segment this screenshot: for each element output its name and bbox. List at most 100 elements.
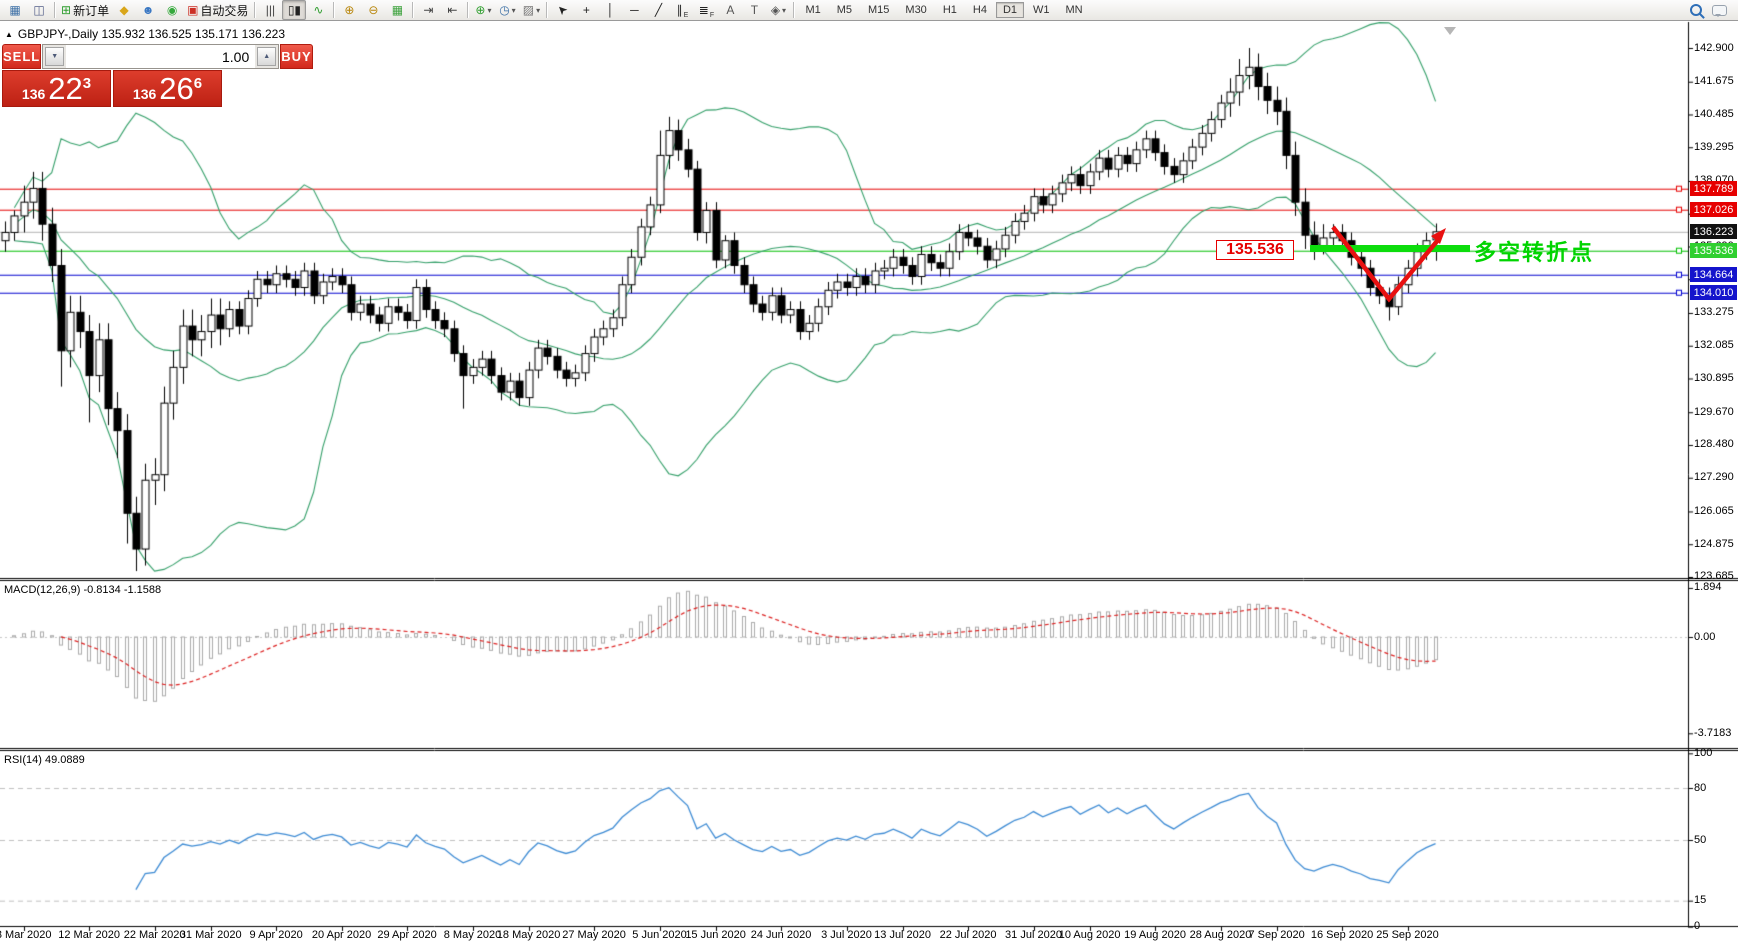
bid-point: 3 bbox=[82, 75, 92, 92]
price-axis-tick-label: 127.290 bbox=[1694, 471, 1734, 484]
sell-button[interactable]: SELL bbox=[2, 44, 42, 69]
time-axis-label: 28 Aug 2020 bbox=[1189, 929, 1252, 941]
time-axis-label: 15 Jun 2020 bbox=[685, 929, 746, 941]
autotrading-icon: ▣ bbox=[187, 3, 199, 17]
volume-spinner: ▼ ▲ bbox=[42, 44, 280, 69]
macd-axis-tick-label: -3.7183 bbox=[1694, 726, 1732, 739]
timeframe-m5-button[interactable]: M5 bbox=[836, 4, 852, 16]
text-label-button[interactable]: T bbox=[742, 0, 766, 20]
time-axis-label: 20 Apr 2020 bbox=[311, 929, 372, 941]
line-chart-button[interactable]: ∿ bbox=[306, 0, 330, 20]
time-axis-label: 31 Mar 2020 bbox=[179, 929, 242, 941]
tile-windows-button[interactable]: ▦ bbox=[385, 0, 409, 20]
buy-price-display[interactable]: 136 26 6 bbox=[113, 70, 222, 107]
toolbar-right-icons bbox=[1690, 4, 1735, 17]
new-order-button[interactable]: ⊞ 新订单 bbox=[58, 0, 112, 20]
timeframe-mn-button[interactable]: MN bbox=[1065, 4, 1083, 16]
toolbar-separator bbox=[412, 2, 414, 18]
charts-window-button[interactable]: ▦ bbox=[3, 0, 27, 20]
collapse-chart-icon[interactable]: ▲ bbox=[5, 29, 13, 39]
chevron-down-icon[interactable]: ▾ bbox=[487, 5, 492, 15]
level-price-label[interactable]: 135.536 bbox=[1216, 240, 1294, 260]
price-axis-tick-label: 133.275 bbox=[1694, 306, 1734, 319]
indicators-button[interactable]: ⊕ ▾ bbox=[471, 0, 495, 20]
price-axis-tick-label: 124.875 bbox=[1694, 537, 1734, 550]
periods-button[interactable]: ◷ ▾ bbox=[495, 0, 519, 20]
price-axis-tick-label: 140.485 bbox=[1694, 107, 1734, 120]
time-axis-label: 5 Jun 2020 bbox=[632, 929, 687, 941]
price-badge: 137.789 bbox=[1690, 181, 1737, 197]
timeframe-m15-button[interactable]: M15 bbox=[868, 4, 890, 16]
price-axis-tick-label: 130.895 bbox=[1694, 371, 1734, 384]
text-icon: A bbox=[726, 3, 735, 17]
crosshair-button[interactable]: + bbox=[574, 0, 598, 20]
search-icon[interactable] bbox=[1690, 4, 1702, 16]
timeframe-h4-button[interactable]: H4 bbox=[972, 4, 987, 16]
auto-scroll-button[interactable]: ⇥ bbox=[416, 0, 440, 20]
buy-button[interactable]: BUY bbox=[280, 44, 313, 69]
zoom-out-button[interactable]: ⊖ bbox=[361, 0, 385, 20]
timeframe-w1-button[interactable]: W1 bbox=[1033, 4, 1050, 16]
community-button[interactable]: ☻ bbox=[136, 0, 160, 20]
chat-icon[interactable] bbox=[1712, 4, 1727, 17]
symbol-ohlc-text: GBPJPY-,Daily 135.932 136.525 135.171 13… bbox=[17, 27, 286, 41]
candlestick-chart-button[interactable]: ▯▮ bbox=[282, 0, 307, 20]
text-button[interactable]: A bbox=[718, 0, 742, 20]
support-highlight-line[interactable] bbox=[1310, 245, 1470, 252]
toolbar-separator bbox=[546, 2, 548, 18]
zoom-out-icon: ⊖ bbox=[368, 3, 379, 17]
volume-increase-button[interactable]: ▲ bbox=[257, 47, 277, 66]
channel-button[interactable]: ∥ E bbox=[670, 0, 694, 20]
new-order-label: 新订单 bbox=[73, 3, 110, 18]
timeframe-m30-button[interactable]: M30 bbox=[905, 4, 927, 16]
templates-button[interactable]: ▨ ▾ bbox=[519, 0, 543, 20]
new-order-icon: ⊞ bbox=[61, 3, 72, 17]
price-axis-tick-label: 123.685 bbox=[1694, 570, 1734, 583]
price-badge: 134.664 bbox=[1690, 267, 1737, 283]
bar-chart-button[interactable]: ||| bbox=[258, 0, 282, 20]
price-axis-tick-label: 128.480 bbox=[1694, 438, 1734, 451]
timeframe-m1-button[interactable]: M1 bbox=[805, 4, 821, 16]
timeframe-h1-button[interactable]: H1 bbox=[942, 4, 957, 16]
horizontal-line-button[interactable]: ─ bbox=[622, 0, 646, 20]
autotrading-button[interactable]: ▣ 自动交易 bbox=[184, 0, 251, 20]
signals-icon: ◉ bbox=[166, 3, 178, 17]
toolbar-separator bbox=[793, 2, 795, 18]
chart-shift-button[interactable]: ⇤ bbox=[440, 0, 464, 20]
signals-button[interactable]: ◉ bbox=[160, 0, 184, 20]
bid-big-figure: 136 bbox=[21, 86, 46, 102]
price-axis-tick-label: 141.675 bbox=[1694, 75, 1734, 88]
fibonacci-icon-subscript: F bbox=[709, 12, 715, 19]
chevron-down-icon[interactable]: ▾ bbox=[511, 5, 516, 15]
zoom-in-button[interactable]: ⊕ bbox=[337, 0, 361, 20]
sell-price-display[interactable]: 136 22 3 bbox=[2, 70, 111, 107]
ask-big-figure: 136 bbox=[132, 86, 157, 102]
vertical-line-icon: │ bbox=[606, 3, 615, 17]
cursor-button[interactable]: ➤ bbox=[550, 0, 574, 20]
trendline-button[interactable]: ╱ bbox=[646, 0, 670, 20]
fibonacci-button[interactable]: ≣ F bbox=[694, 0, 718, 20]
chevron-down-icon[interactable]: ▾ bbox=[536, 5, 541, 15]
chevron-down-icon[interactable]: ▾ bbox=[782, 5, 787, 15]
fibonacci-icon: ≣ bbox=[698, 3, 709, 17]
vertical-line-button[interactable]: │ bbox=[598, 0, 622, 20]
timeframe-d1-button[interactable]: D1 bbox=[995, 2, 1024, 18]
crosshair-icon: + bbox=[582, 3, 590, 17]
auto-scroll-icon: ⇥ bbox=[423, 3, 434, 17]
volume-decrease-button[interactable]: ▼ bbox=[45, 47, 65, 66]
market-button[interactable]: ◆ bbox=[112, 0, 136, 20]
time-axis-label: 22 Mar 2020 bbox=[123, 929, 186, 941]
reversal-annotation-text[interactable]: 多空转折点 bbox=[1474, 240, 1595, 265]
volume-input[interactable] bbox=[66, 45, 256, 68]
shapes-button[interactable]: ◈ ▾ bbox=[766, 0, 790, 20]
channel-icon: ∥ bbox=[676, 3, 683, 17]
scroll-to-end-icon[interactable] bbox=[1444, 27, 1456, 35]
time-axis-label: 25 Sep 2020 bbox=[1376, 929, 1439, 941]
tile-windows-icon: ▦ bbox=[391, 3, 404, 17]
profiles-button[interactable]: ◫ bbox=[27, 0, 51, 20]
price-axis-tick-label: 129.670 bbox=[1694, 405, 1734, 418]
shapes-icon: ◈ bbox=[770, 3, 781, 17]
rsi-axis-tick-label: 80 bbox=[1694, 781, 1707, 794]
time-axis-label: 27 May 2020 bbox=[562, 929, 626, 941]
